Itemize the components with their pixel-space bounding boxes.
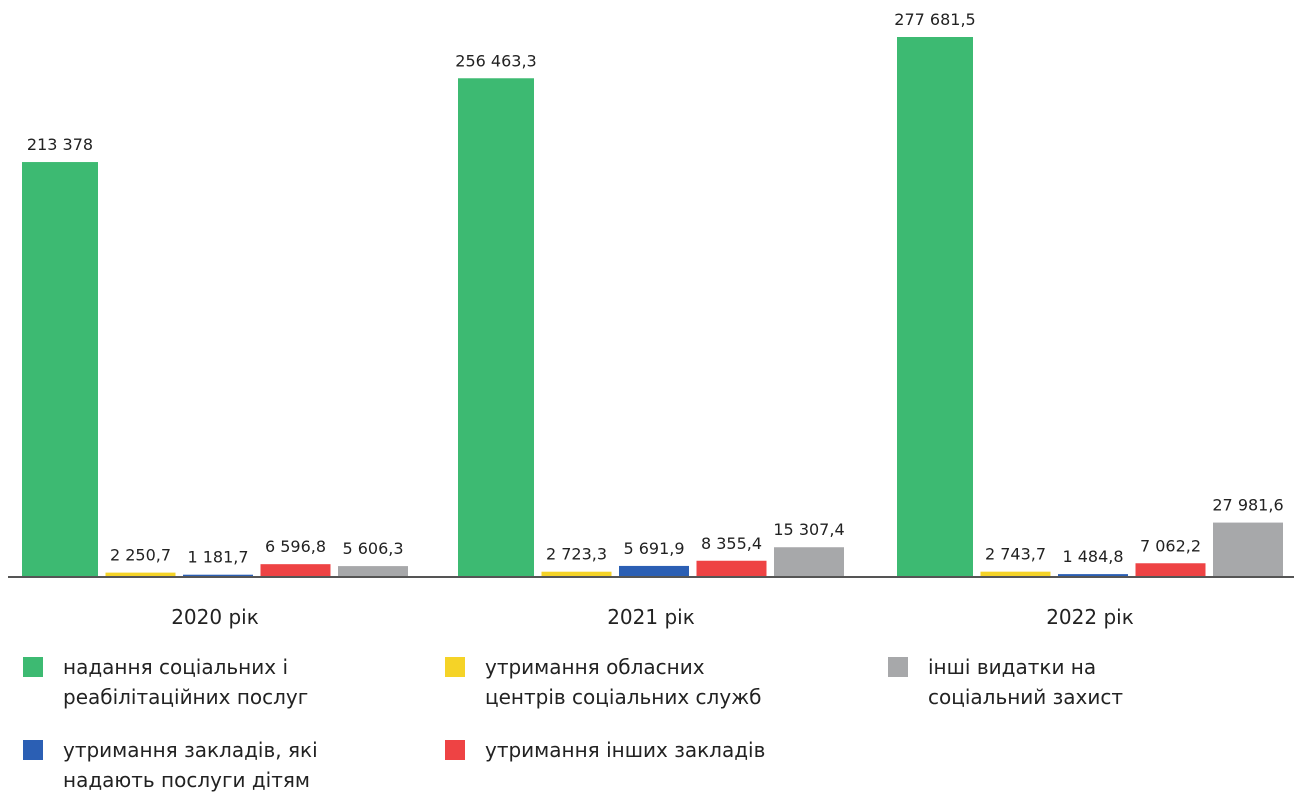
bar <box>897 37 973 577</box>
legend-swatch <box>23 740 43 760</box>
data-label: 5 691,9 <box>623 539 684 558</box>
bar <box>105 572 176 577</box>
data-label: 7 062,2 <box>1140 536 1201 555</box>
legend-label: утримання закладів, які надають послуги … <box>63 738 318 792</box>
x-tick-label: 2021 рік <box>607 605 695 629</box>
data-label: 1 484,8 <box>1062 547 1123 566</box>
bar <box>619 565 689 577</box>
legend-item: надання соціальних і реабілітаційних пос… <box>23 652 353 712</box>
bar <box>774 547 844 577</box>
bar <box>22 162 98 577</box>
bar <box>458 78 534 577</box>
legend-swatch <box>445 657 465 677</box>
bar <box>696 560 767 577</box>
data-label: 2 250,7 <box>110 546 171 565</box>
bar <box>183 574 253 577</box>
legend-swatch <box>23 657 43 677</box>
legend-label: утримання обласних центрів соціальних сл… <box>485 655 762 709</box>
data-label: 1 181,7 <box>187 548 248 567</box>
data-label: 6 596,8 <box>265 537 326 556</box>
data-label: 8 355,4 <box>701 534 762 553</box>
data-label: 2 743,7 <box>985 545 1046 564</box>
data-label: 256 463,3 <box>455 51 536 70</box>
legend-label: надання соціальних і реабілітаційних пос… <box>63 655 309 709</box>
legend-label: утримання інших закладів <box>485 738 766 762</box>
legend-label: інші видатки на соціальний захист <box>928 655 1124 709</box>
legend-item: утримання обласних центрів соціальних сл… <box>445 652 775 712</box>
legend-item: утримання закладів, які надають послуги … <box>23 735 353 795</box>
data-label: 5 606,3 <box>342 539 403 558</box>
legend-item: інші видатки на соціальний захист <box>888 652 1218 712</box>
bar <box>260 564 331 577</box>
bar <box>1213 522 1283 577</box>
legend-swatch <box>888 657 908 677</box>
x-tick-label: 2022 рік <box>1046 605 1134 629</box>
data-label: 213 378 <box>27 135 93 154</box>
bar <box>1135 563 1206 577</box>
data-label: 2 723,3 <box>546 545 607 564</box>
data-label: 27 981,6 <box>1212 496 1283 515</box>
data-label: 15 307,4 <box>773 520 844 539</box>
x-tick-label: 2020 рік <box>171 605 259 629</box>
legend-swatch <box>445 740 465 760</box>
legend-item: утримання інших закладів <box>445 735 775 765</box>
chart: 213 378 2 250,7 1 181,7 6 596,8 5 606,3 2020 … <box>8 10 1294 629</box>
bar <box>1058 574 1128 577</box>
bar <box>980 571 1051 577</box>
bar <box>541 571 612 577</box>
bar <box>338 566 408 577</box>
data-label: 277 681,5 <box>894 10 975 29</box>
